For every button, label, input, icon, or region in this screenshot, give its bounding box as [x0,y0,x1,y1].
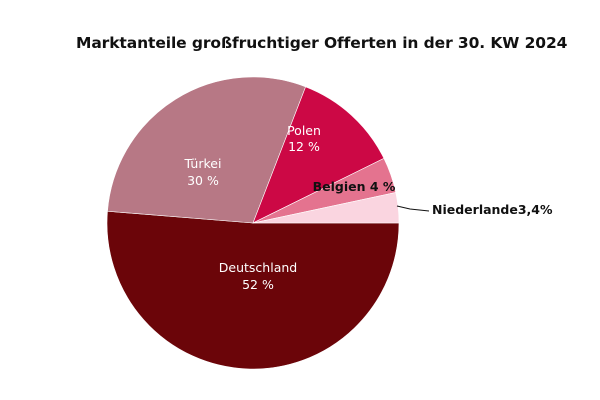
slice-value-label-belgien: Belgien 4 % [313,179,396,194]
leader-line-niederlande [396,205,430,212]
slice-value-label-polen: 12 % [288,139,320,154]
pie-slice-polen [252,86,385,224]
pie-slice-türkei [107,76,307,224]
slice-name-label-deutschland: Deutschland [219,260,297,275]
pie-slice-niederlande [252,192,400,224]
chart-title: Marktanteile großfruchtiger Offerten in … [76,34,568,52]
slice-value-label-deutschland: 52 % [242,277,274,292]
slice-value-label-niederlande: Niederlande3,4% [432,202,553,217]
pie-slice-deutschland [106,210,400,370]
slice-name-label-polen: Polen [287,123,321,138]
slice-name-label-türkei: Türkei [184,156,222,171]
slice-value-label-türkei: 30 % [187,173,219,188]
